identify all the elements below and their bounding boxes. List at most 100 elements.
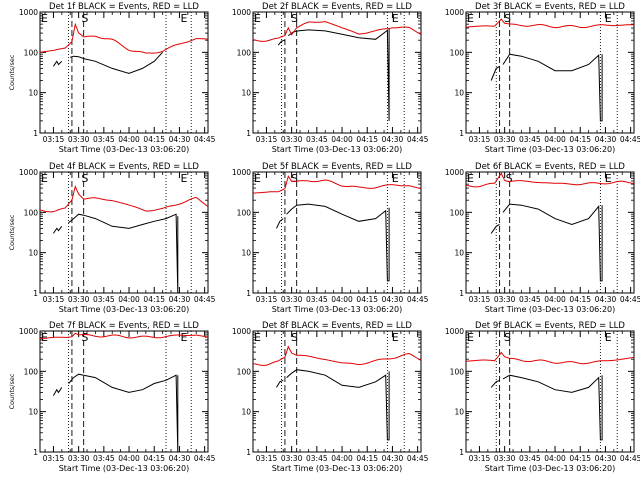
y-tick-label: 1000 (19, 8, 38, 17)
x-axis-label: Start Time (03-Dec-13 03:06:20) (485, 145, 616, 154)
chart-title: Det 3f BLACK = Events, RED = LLD (475, 2, 625, 12)
x-tick-label: 04:15 (143, 135, 165, 144)
marker-e: E (254, 331, 261, 344)
x-tick-label: 04:00 (331, 454, 353, 463)
panel-det-8f: Det 8f BLACK = Events, RED = LLD 1 10 100 10… (232, 321, 429, 473)
y-tick-label: 100 (237, 367, 252, 376)
marker-e: E (392, 172, 399, 185)
x-tick-label: 03:15 (43, 454, 65, 463)
x-tick-label: 04:15 (356, 295, 378, 304)
x-tick-label: 04:45 (620, 454, 640, 463)
x-tick-label: 03:45 (519, 135, 541, 144)
x-tick-label: 04:00 (544, 135, 566, 144)
y-axis-label: Counts/sec (8, 214, 16, 250)
x-axis-label: Start Time (03-Dec-13 03:06:20) (485, 305, 616, 314)
events-series-line (68, 213, 179, 293)
x-tick-label: 03:15 (43, 135, 65, 144)
y-tick-label: 100 (24, 48, 39, 57)
marker-e: E (254, 12, 261, 25)
y-tick-label: 10 (241, 89, 251, 98)
x-tick-label: 04:15 (143, 295, 165, 304)
x-tick-label: 04:45 (194, 295, 216, 304)
lld-series-line (40, 185, 208, 213)
x-tick-label: 04:00 (331, 135, 353, 144)
events-series-line (277, 39, 286, 46)
marker-s: S (291, 12, 298, 25)
marker-e: E (467, 172, 474, 185)
y-tick-label: 100 (450, 208, 465, 217)
marker-s: S (504, 331, 511, 344)
y-tick-label: 10 (454, 408, 464, 417)
events-series-line (286, 369, 390, 441)
x-tick-label: 03:30 (68, 454, 90, 463)
events-series-line (52, 387, 63, 396)
events-series-line (502, 53, 603, 122)
y-tick-label: 1 (33, 289, 38, 298)
events-series-line (490, 379, 500, 388)
x-tick-label: 04:45 (407, 454, 429, 463)
lld-series-line (253, 175, 421, 194)
x-tick-label: 04:45 (407, 135, 429, 144)
events-series-line (70, 51, 163, 74)
y-tick-label: 1000 (445, 168, 464, 177)
chart-title: Det 9f BLACK = Events, RED = LLD (475, 321, 625, 331)
x-tick-label: 04:45 (194, 135, 216, 144)
marker-e: E (392, 331, 399, 344)
marker-e: E (41, 172, 48, 185)
events-series-line (52, 60, 63, 67)
marker-e: E (41, 331, 48, 344)
y-axis-label: Counts/sec (8, 373, 16, 409)
y-tick-label: 100 (24, 208, 39, 217)
y-tick-label: 1 (459, 448, 464, 457)
x-tick-label: 03:15 (469, 135, 491, 144)
x-axis-label: Start Time (03-Dec-13 03:06:20) (485, 464, 616, 473)
marker-e: E (467, 12, 474, 25)
x-tick-label: 03:45 (93, 454, 115, 463)
y-tick-label: 1000 (232, 327, 251, 336)
x-tick-label: 04:00 (118, 295, 140, 304)
lld-series-line (40, 332, 208, 340)
events-series-line (286, 203, 390, 282)
lld-series-line (40, 22, 208, 54)
marker-e: E (605, 12, 612, 25)
x-tick-label: 03:15 (256, 454, 278, 463)
x-tick-label: 04:00 (544, 295, 566, 304)
chart-title: Det 2f BLACK = Events, RED = LLD (262, 2, 412, 12)
marker-e: E (605, 172, 612, 185)
y-tick-label: 1000 (232, 168, 251, 177)
x-tick-label: 04:15 (569, 454, 591, 463)
y-tick-label: 1000 (232, 8, 251, 17)
x-tick-label: 03:45 (519, 454, 541, 463)
plot-frame (252, 330, 422, 453)
x-tick-label: 04:00 (118, 454, 140, 463)
chart-title: Det 8f BLACK = Events, RED = LLD (262, 321, 412, 331)
marker-e: E (467, 331, 474, 344)
x-tick-label: 04:30 (382, 135, 404, 144)
panel-det-5f: Det 5f BLACK = Events, RED = LLD 1 10 100 10… (232, 162, 429, 314)
x-tick-label: 03:30 (68, 135, 90, 144)
x-tick-label: 03:30 (494, 295, 516, 304)
x-tick-label: 03:15 (469, 295, 491, 304)
x-tick-label: 03:30 (281, 454, 303, 463)
panel-det-4f: Det 4f BLACK = Events, RED = LLD 1 10 100 10… (8, 162, 216, 314)
y-tick-label: 10 (28, 89, 38, 98)
x-tick-label: 03:45 (306, 295, 328, 304)
lld-series-line (466, 351, 634, 365)
panel-det-6f: Det 6f BLACK = Events, RED = LLD 1 10 100 10… (445, 162, 640, 314)
plot-frame (465, 171, 635, 294)
x-tick-label: 04:30 (595, 135, 617, 144)
x-tick-label: 04:45 (620, 295, 640, 304)
y-axis-label: Counts/sec (8, 54, 16, 90)
chart-title: Det 5f BLACK = Events, RED = LLD (262, 162, 412, 172)
chart-title: Det 6f BLACK = Events, RED = LLD (475, 162, 625, 172)
events-series-line (502, 374, 603, 441)
panel-det-1f: Det 1f BLACK = Events, RED = LLD 1 10 100 10… (8, 2, 216, 154)
y-tick-label: 1000 (445, 327, 464, 336)
x-axis-label: Start Time (03-Dec-13 03:06:20) (59, 145, 190, 154)
marker-s: S (81, 172, 88, 185)
panel-det-7f: Det 7f BLACK = Events, RED = LLD 1 10 100 10… (8, 321, 216, 473)
y-tick-label: 10 (28, 249, 38, 258)
y-tick-label: 100 (450, 48, 465, 57)
marker-s: S (81, 12, 88, 25)
